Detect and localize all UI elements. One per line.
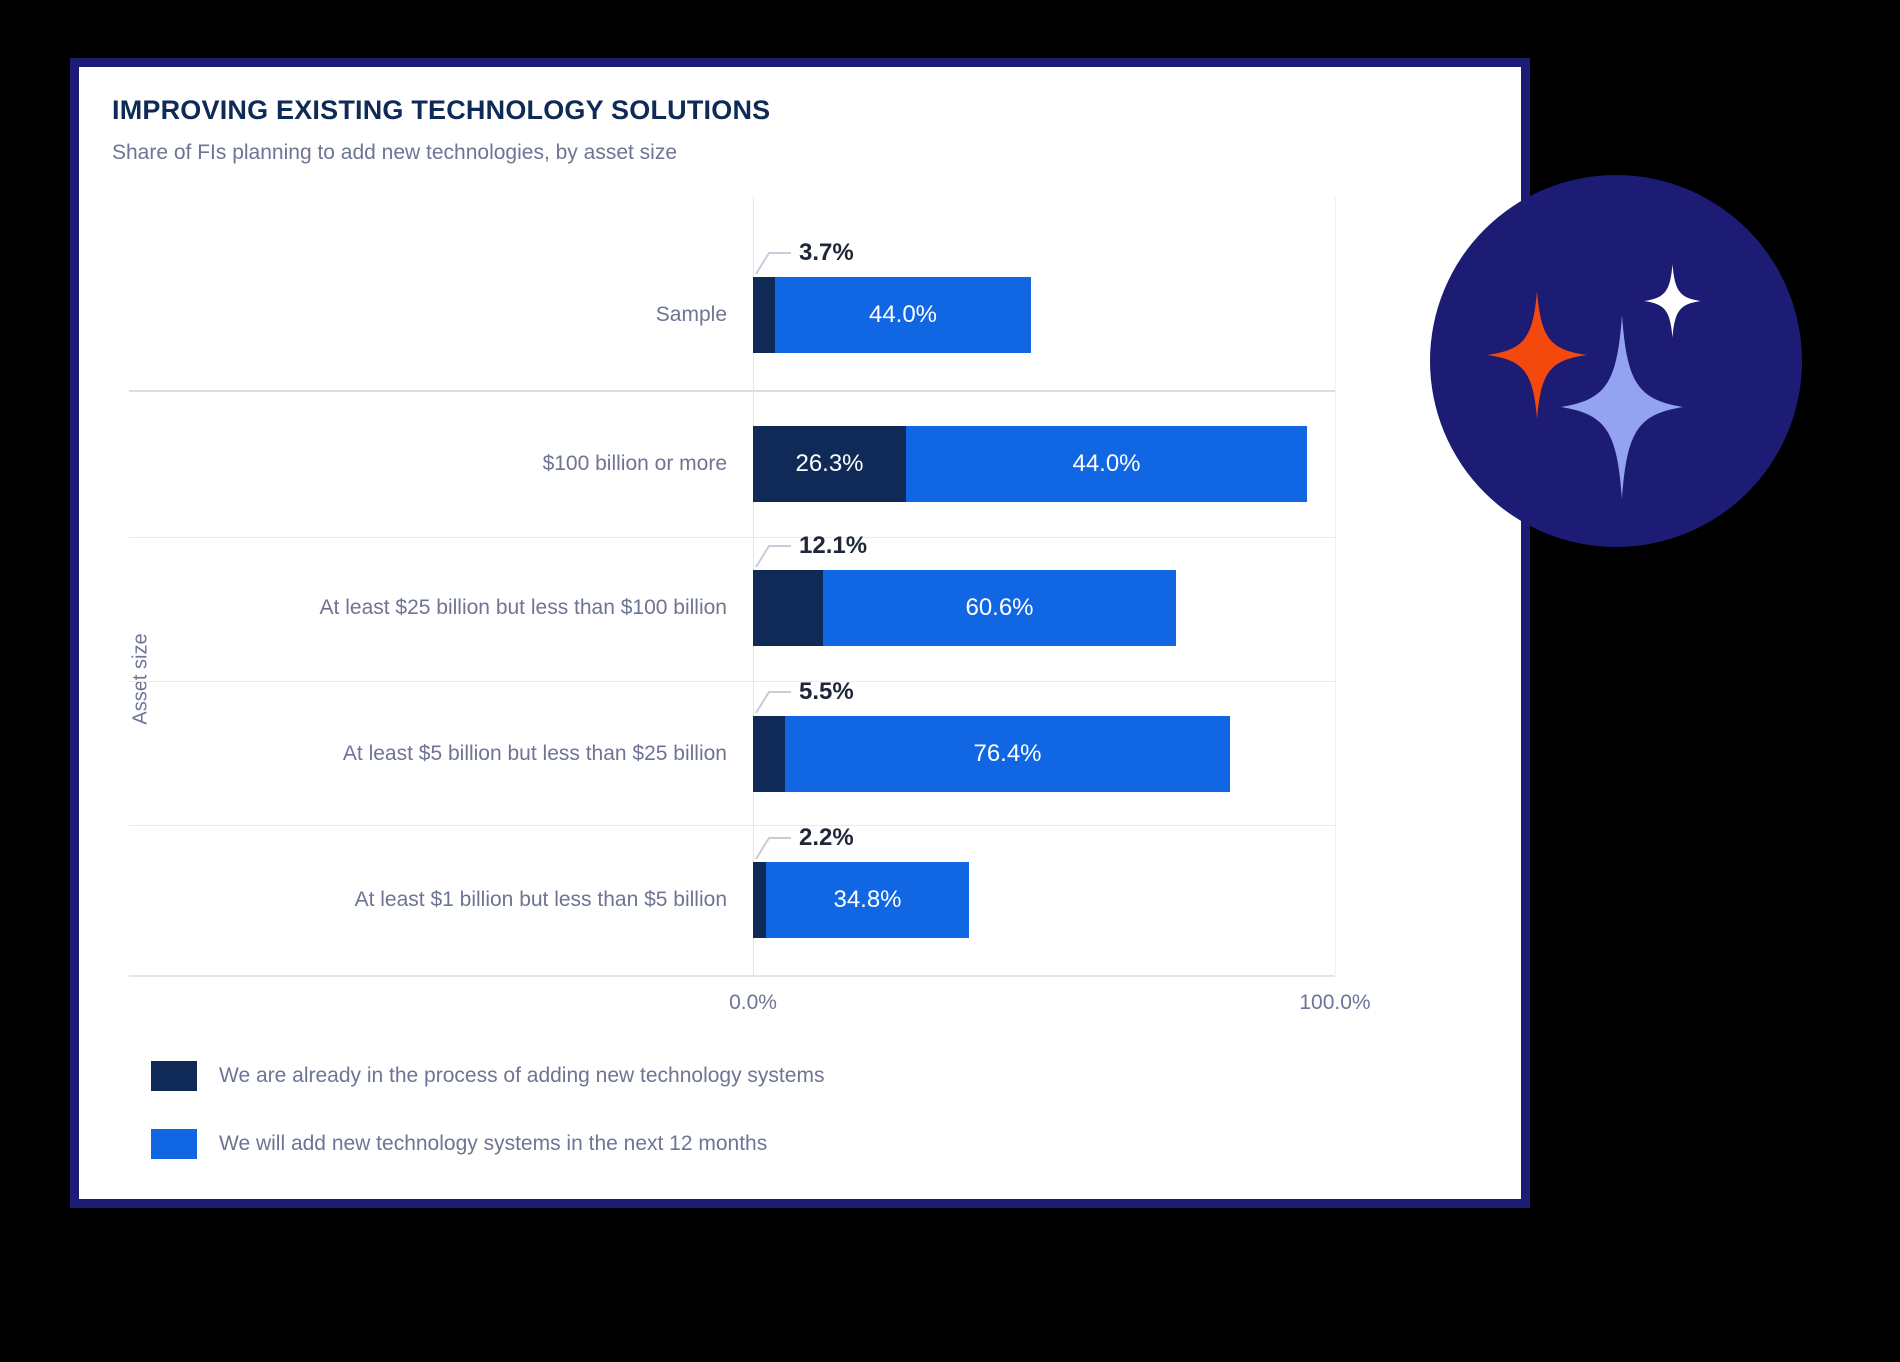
callout-line bbox=[755, 545, 791, 568]
callout-line bbox=[755, 691, 791, 714]
white-star-icon bbox=[1644, 264, 1701, 338]
bar-value-label: 44.0% bbox=[1072, 450, 1141, 477]
callout-value: 2.2% bbox=[799, 824, 854, 851]
bar-segment-blue: 34.8% bbox=[766, 862, 969, 938]
x-tick-100: 100.0% bbox=[1299, 991, 1371, 1014]
category-label: Sample bbox=[655, 303, 727, 326]
group-divider-line bbox=[129, 390, 1335, 392]
bar-segment-blue: 44.0% bbox=[775, 277, 1031, 353]
bar-segment-dark: 26.3% bbox=[753, 426, 906, 502]
legend-swatch-dark bbox=[151, 1061, 197, 1091]
category-label: At least $1 billion but less than $5 bil… bbox=[354, 888, 727, 911]
bar-segment-blue: 60.6% bbox=[823, 570, 1176, 646]
callout-value: 3.7% bbox=[799, 239, 854, 266]
chart-card: IMPROVING EXISTING TECHNOLOGY SOLUTIONS … bbox=[70, 58, 1530, 1208]
sparkle-badge-circle bbox=[1430, 175, 1802, 547]
y-axis-label: Asset size bbox=[129, 633, 152, 725]
x-tick-0: 0.0% bbox=[729, 991, 777, 1014]
category-label: At least $25 billion but less than $100 … bbox=[319, 596, 727, 619]
lavender-star-icon bbox=[1561, 315, 1683, 499]
row-gridline bbox=[129, 825, 1335, 826]
legend-label-blue: We will add new technology systems in th… bbox=[219, 1132, 768, 1155]
x-axis-line bbox=[129, 975, 1335, 977]
category-label: At least $5 billion but less than $25 bi… bbox=[342, 742, 727, 765]
bar-value-label: 44.0% bbox=[868, 301, 938, 328]
category-label: $100 billion or more bbox=[542, 452, 727, 475]
legend-label-dark: We are already in the process of adding … bbox=[219, 1064, 825, 1087]
bar-value-label: 26.3% bbox=[795, 450, 864, 477]
hundred-axis-gridline bbox=[1335, 197, 1336, 975]
bar-segment-blue: 44.0% bbox=[906, 426, 1307, 502]
callout-line bbox=[755, 837, 791, 860]
bar-segment-blue: 76.4% bbox=[785, 716, 1230, 792]
callout-value: 5.5% bbox=[799, 678, 854, 705]
bar-segment-dark bbox=[753, 277, 775, 353]
callout-line bbox=[755, 252, 791, 275]
chart-area: IMPROVING EXISTING TECHNOLOGY SOLUTIONS … bbox=[79, 67, 1521, 1199]
row-gridline bbox=[129, 681, 1335, 682]
bar-segment-dark bbox=[753, 862, 766, 938]
chart-title: IMPROVING EXISTING TECHNOLOGY SOLUTIONS bbox=[112, 95, 771, 125]
legend-swatch-blue bbox=[151, 1129, 197, 1159]
bar-value-label: 76.4% bbox=[973, 740, 1042, 767]
row-gridline bbox=[129, 537, 1335, 538]
chart-subtitle: Share of FIs planning to add new technol… bbox=[112, 141, 678, 164]
bar-segment-dark bbox=[753, 570, 823, 646]
legend-item-dark: We are already in the process of adding … bbox=[151, 1061, 824, 1091]
orange-star-icon bbox=[1487, 291, 1587, 419]
legend-item-blue: We will add new technology systems in th… bbox=[151, 1129, 767, 1159]
bar-segment-dark bbox=[753, 716, 785, 792]
bar-value-label: 60.6% bbox=[965, 594, 1034, 621]
callout-value: 12.1% bbox=[799, 532, 868, 559]
bar-value-label: 34.8% bbox=[833, 886, 902, 913]
